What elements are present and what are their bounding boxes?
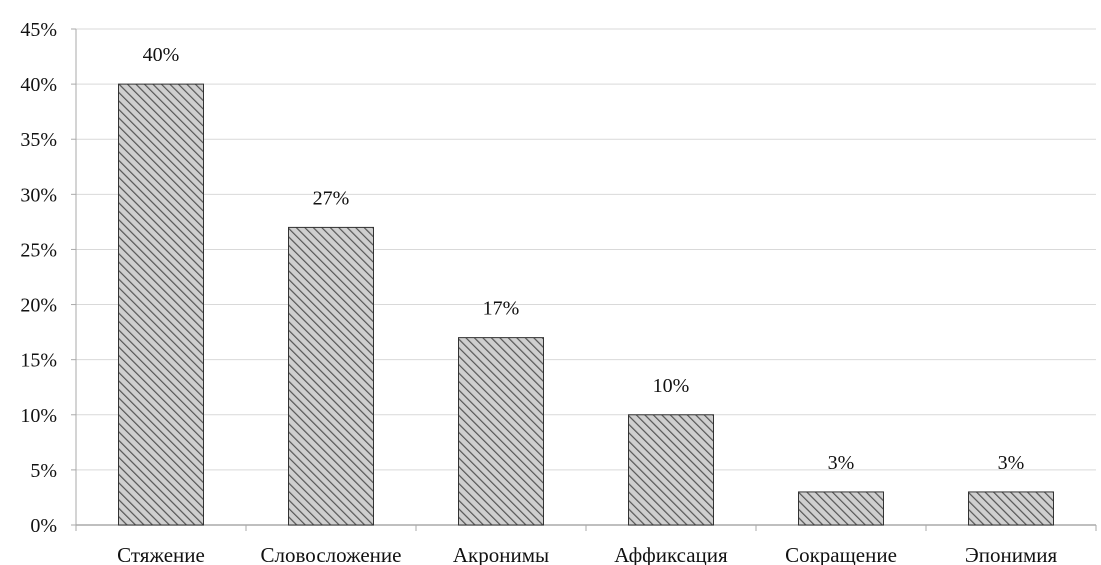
bar-1 [118, 83, 204, 526]
y-tick-label: 25% [20, 239, 57, 261]
x-category-label-2: Словосложение [261, 543, 402, 565]
x-category-label-1: Стяжение [117, 543, 205, 565]
bars [118, 83, 1054, 526]
y-tick-label: 35% [20, 129, 57, 151]
bar-3 [458, 337, 544, 526]
axes [71, 28, 1097, 531]
y-tick-label: 40% [20, 74, 57, 96]
data-label-1: 40% [143, 44, 180, 66]
y-tick-label: 45% [20, 19, 57, 41]
data-label-3: 17% [483, 298, 520, 320]
x-category-label-6: Эпонимия [965, 543, 1058, 565]
grid-lines [76, 28, 1096, 471]
x-category-label-3: Акронимы [453, 543, 549, 565]
data-label-2: 27% [313, 187, 350, 209]
y-tick-label: 5% [30, 460, 57, 482]
y-tick-label: 10% [20, 405, 57, 427]
x-category-label-4: Аффиксация [614, 543, 728, 565]
y-tick-label: 15% [20, 350, 57, 372]
data-label-6: 3% [998, 452, 1025, 474]
y-tick-label: 20% [20, 295, 57, 317]
labels: 0% 5% 10% 15% 20% 25% 30% 35% 40% 45% 40% Стяжение 2… [20, 19, 1057, 565]
y-tick-label: 30% [20, 184, 57, 206]
bar-2 [288, 226, 374, 526]
data-label-4: 10% [653, 375, 690, 397]
y-tick-label: 0% [30, 515, 57, 537]
bar-6 [968, 491, 1054, 526]
bar-4 [628, 414, 714, 526]
bar-5 [798, 491, 884, 526]
data-label-5: 3% [828, 452, 855, 474]
x-category-label-5: Сокращение [785, 543, 897, 565]
